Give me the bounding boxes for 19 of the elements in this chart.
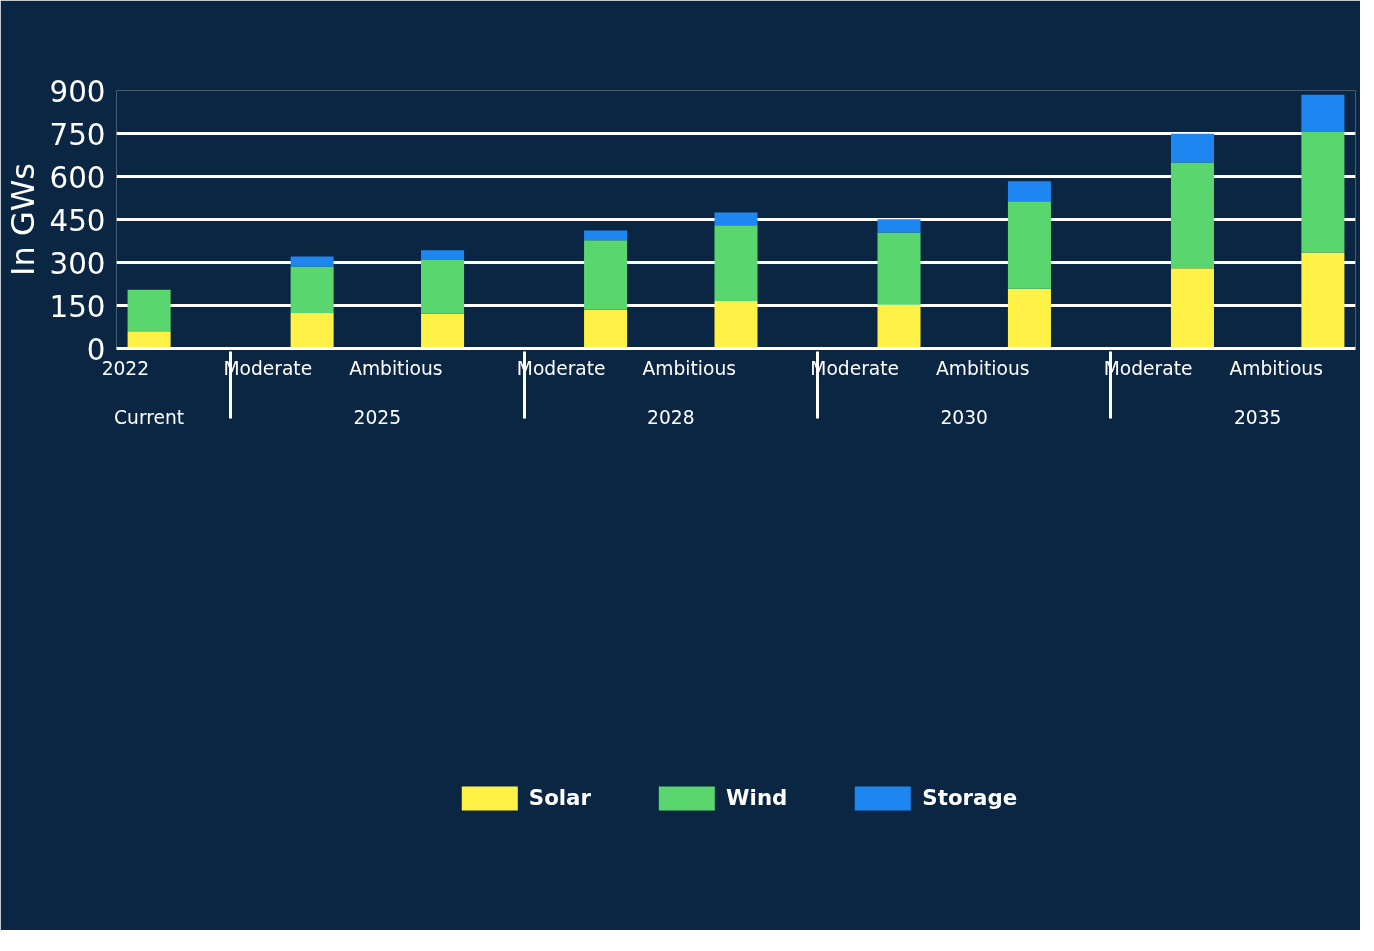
y-tick-label: 600 (49, 160, 106, 195)
category-label: 2035 (1233, 406, 1282, 428)
y-tick-label: 300 (49, 246, 106, 281)
legend-label: Storage (922, 784, 1018, 812)
legend-label: Solar (528, 784, 592, 812)
y-tick-label: 150 (49, 289, 106, 324)
category-label: 2028 (647, 406, 695, 428)
category-label: Ambitious (642, 358, 736, 379)
y-tick-label: 750 (49, 117, 106, 152)
legend-label: Wind (726, 784, 788, 812)
category-label: Ambitious (936, 358, 1030, 379)
category-label: 2030 (940, 406, 988, 428)
y-tick-label: 900 (49, 74, 106, 109)
category-label: 2025 (353, 406, 402, 428)
category-label: Ambitious (349, 358, 443, 379)
category-label: Current (114, 406, 185, 428)
y-axis-title: In GWs (3, 163, 42, 276)
category-label: Ambitious (1229, 358, 1323, 379)
y-tick-label: 450 (49, 203, 106, 238)
